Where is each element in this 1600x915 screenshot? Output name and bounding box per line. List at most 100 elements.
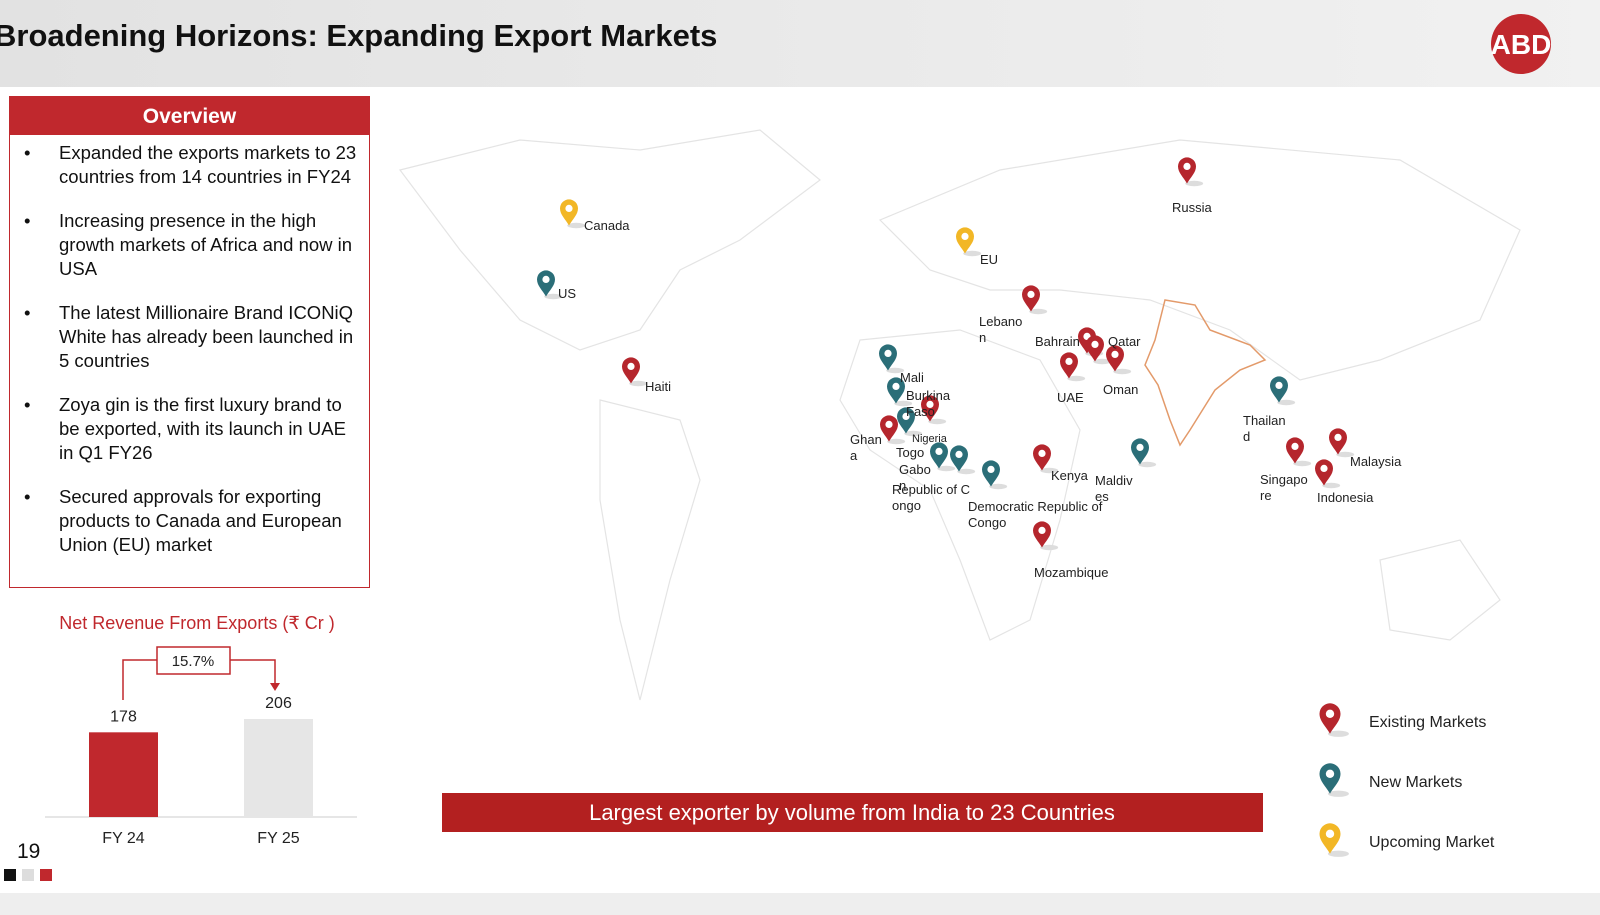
market-pin bbox=[1178, 157, 1196, 184]
market-pin bbox=[1033, 444, 1051, 471]
market-label: Oman bbox=[1103, 382, 1139, 397]
pin-dot bbox=[892, 382, 900, 390]
category-label: FY 25 bbox=[257, 830, 300, 847]
pin-dot bbox=[955, 450, 963, 458]
market-label: EU bbox=[980, 252, 999, 267]
growth-arrow bbox=[270, 683, 280, 691]
market-label: Maldives bbox=[1095, 473, 1133, 504]
pin-shadow bbox=[886, 367, 905, 374]
pin-shadow bbox=[1185, 180, 1204, 187]
banner-text: Largest exporter by volume from India to… bbox=[589, 800, 1115, 825]
pin-shadow bbox=[1113, 368, 1132, 375]
banner bbox=[442, 793, 1263, 832]
market-label: US bbox=[558, 286, 577, 301]
market-pin bbox=[1022, 285, 1040, 312]
overview-heading: Overview bbox=[10, 97, 369, 135]
market-label: Mali bbox=[900, 370, 924, 385]
pin-dot bbox=[902, 412, 910, 420]
market-label: Canada bbox=[584, 218, 630, 233]
pin-dot bbox=[1065, 357, 1073, 365]
market-pin bbox=[1270, 376, 1288, 403]
deco-square bbox=[4, 869, 16, 881]
bar bbox=[89, 732, 158, 817]
market-pin bbox=[1086, 335, 1104, 362]
pin-dot bbox=[1325, 829, 1335, 838]
pin-shadow bbox=[1029, 308, 1048, 315]
market-label: Russia bbox=[1172, 200, 1212, 215]
pin-shadow bbox=[957, 468, 976, 475]
legend-pin bbox=[1319, 703, 1341, 734]
pin-shadow bbox=[904, 430, 923, 437]
pin-shadow bbox=[937, 465, 956, 472]
market-label: Kenya bbox=[1051, 468, 1088, 483]
market-pin bbox=[879, 344, 897, 371]
pin-shadow bbox=[1327, 850, 1349, 857]
legend-pin bbox=[1319, 763, 1341, 794]
pin-shadow bbox=[1293, 460, 1312, 467]
pin-shadow bbox=[544, 293, 563, 300]
pin-shadow bbox=[894, 400, 913, 407]
market-label: Mozambique bbox=[1034, 565, 1109, 580]
market-pin bbox=[622, 357, 640, 384]
bullet: Zoya gin is the first luxury brand to be… bbox=[24, 393, 360, 465]
pin-dot bbox=[1038, 526, 1046, 535]
pin-dot bbox=[1038, 449, 1046, 457]
market-label: Malaysia bbox=[1350, 454, 1402, 469]
pin-dot bbox=[1136, 443, 1144, 451]
market-label: Democratic Republic of Congo bbox=[968, 499, 1103, 530]
market-label: Bahrain bbox=[1035, 334, 1080, 349]
pin-shadow bbox=[1277, 399, 1296, 406]
deco-square bbox=[40, 869, 52, 881]
bar bbox=[244, 719, 313, 817]
pin-shadow bbox=[1322, 482, 1341, 489]
market-pin bbox=[537, 270, 555, 297]
market-pin bbox=[1315, 459, 1333, 486]
logo-mark bbox=[1491, 14, 1551, 74]
market-label: UAE bbox=[1057, 390, 1084, 405]
market-pin bbox=[1033, 521, 1051, 548]
pin-shadow bbox=[629, 380, 648, 387]
market-pin bbox=[560, 199, 578, 226]
pin-dot bbox=[935, 447, 943, 455]
pin-shadow bbox=[1067, 375, 1086, 382]
growth-label: 15.7% bbox=[172, 653, 215, 670]
market-pin bbox=[1060, 352, 1078, 379]
market-pin bbox=[1329, 428, 1347, 455]
pin-dot bbox=[1325, 769, 1335, 778]
market-label: Indonesia bbox=[1317, 490, 1374, 505]
bullet: The latest Millionaire Brand ICONiQ Whit… bbox=[24, 301, 360, 373]
market-label: Singapore bbox=[1260, 472, 1308, 503]
pin-shadow bbox=[963, 250, 982, 257]
legend-label: Upcoming Market bbox=[1369, 834, 1495, 851]
footer-band bbox=[0, 893, 1600, 915]
pin-dot bbox=[1111, 350, 1119, 358]
pin-shadow bbox=[989, 483, 1008, 490]
pin-dot bbox=[1091, 340, 1099, 348]
pin-shadow bbox=[928, 418, 947, 425]
bullet: Secured approvals for exporting products… bbox=[24, 485, 360, 557]
bullet: Increasing presence in the high growth m… bbox=[24, 209, 360, 281]
pin-dot bbox=[926, 400, 934, 408]
pin-shadow bbox=[567, 222, 586, 229]
page-number: 19 bbox=[17, 840, 40, 863]
pin-dot bbox=[542, 275, 550, 283]
market-pin bbox=[950, 445, 968, 472]
pin-shadow bbox=[1040, 544, 1059, 551]
pin-dot bbox=[1320, 464, 1328, 472]
market-label: Lebanon bbox=[979, 314, 1023, 345]
market-pin bbox=[1106, 345, 1124, 372]
pin-shadow bbox=[1093, 358, 1112, 365]
pin-dot bbox=[885, 420, 893, 428]
market-pin bbox=[897, 407, 915, 434]
market-label: Burkina Faso bbox=[906, 388, 951, 419]
logo-text: ABD bbox=[1491, 29, 1552, 60]
pin-dot bbox=[884, 349, 892, 357]
pin-shadow bbox=[1327, 730, 1349, 737]
pin-dot bbox=[1183, 162, 1191, 170]
market-pin bbox=[880, 415, 898, 442]
pin-dot bbox=[1291, 442, 1299, 450]
pin-dot bbox=[961, 232, 969, 240]
market-label: Gabon bbox=[899, 462, 931, 493]
market-label: Nigeria bbox=[912, 433, 947, 445]
